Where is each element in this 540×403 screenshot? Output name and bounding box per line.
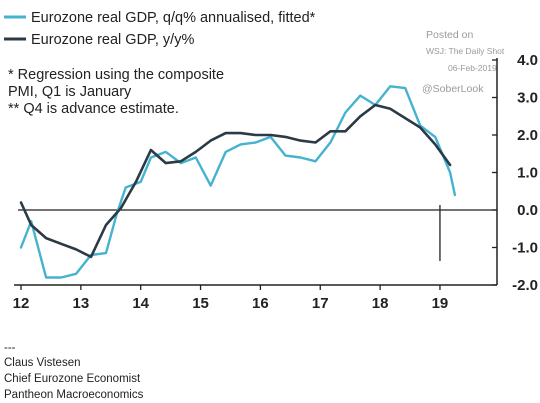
watermark: Posted on WSJ: The Daily Shot 06-Feb-201… [422, 29, 505, 95]
watermark-date: 06-Feb-2019 [448, 63, 497, 73]
y-tick-label: 1.0 [517, 165, 538, 182]
x-tick-label: 19 [432, 295, 449, 312]
x-tick-label: 15 [192, 295, 209, 312]
note-line-2: PMI, Q1 is January [8, 84, 132, 100]
x-tick-label: 12 [13, 295, 30, 312]
axes [14, 58, 498, 286]
series-line-fitted [19, 85, 457, 279]
credit-name: Claus Vistesen [4, 357, 81, 369]
legend-label-fitted: Eurozone real GDP, q/q% annualised, fitt… [31, 10, 316, 26]
note-line-3: ** Q4 is advance estimate. [8, 101, 179, 117]
y-tick-label: 2.0 [517, 127, 538, 144]
y-tick-label: -1.0 [512, 240, 538, 257]
note-line-1: * Regression using the composite [8, 67, 224, 83]
watermark-handle: @SoberLook [422, 83, 484, 95]
x-tick-label: 14 [132, 295, 149, 312]
chart-notes: * Regression using the composite PMI, Q1… [8, 67, 224, 117]
credit-org: Pantheon Macroeconomics [4, 389, 144, 401]
x-tick-label: 13 [73, 295, 90, 312]
watermark-posted-on: Posted on [426, 29, 473, 41]
y-tick-label: 4.0 [517, 52, 538, 69]
y-tick-label: -2.0 [512, 277, 538, 294]
x-tick-label: 17 [312, 295, 329, 312]
credit-title: Chief Eurozone Economist [4, 373, 141, 385]
legend-label-yoy: Eurozone real GDP, y/y% [31, 32, 194, 48]
x-tick-label: 18 [372, 295, 389, 312]
y-tick-label: 0.0 [517, 202, 538, 219]
watermark-source: WSJ: The Daily Shot [426, 46, 505, 56]
y-tick-label: 3.0 [517, 90, 538, 107]
tick-layer: 4.0 3.0 2.0 1.0 0.0 -1.0 -2.0 12 13 14 15 16 17 18 19 [13, 52, 538, 312]
chart: Eurozone real GDP, q/q% annualised, fitt… [4, 10, 538, 312]
series-line-yoy [19, 103, 452, 259]
x-tick-label: 16 [252, 295, 269, 312]
series-layer [19, 85, 457, 279]
legend: Eurozone real GDP, q/q% annualised, fitt… [4, 10, 316, 48]
credit-separator: --- [4, 342, 16, 354]
